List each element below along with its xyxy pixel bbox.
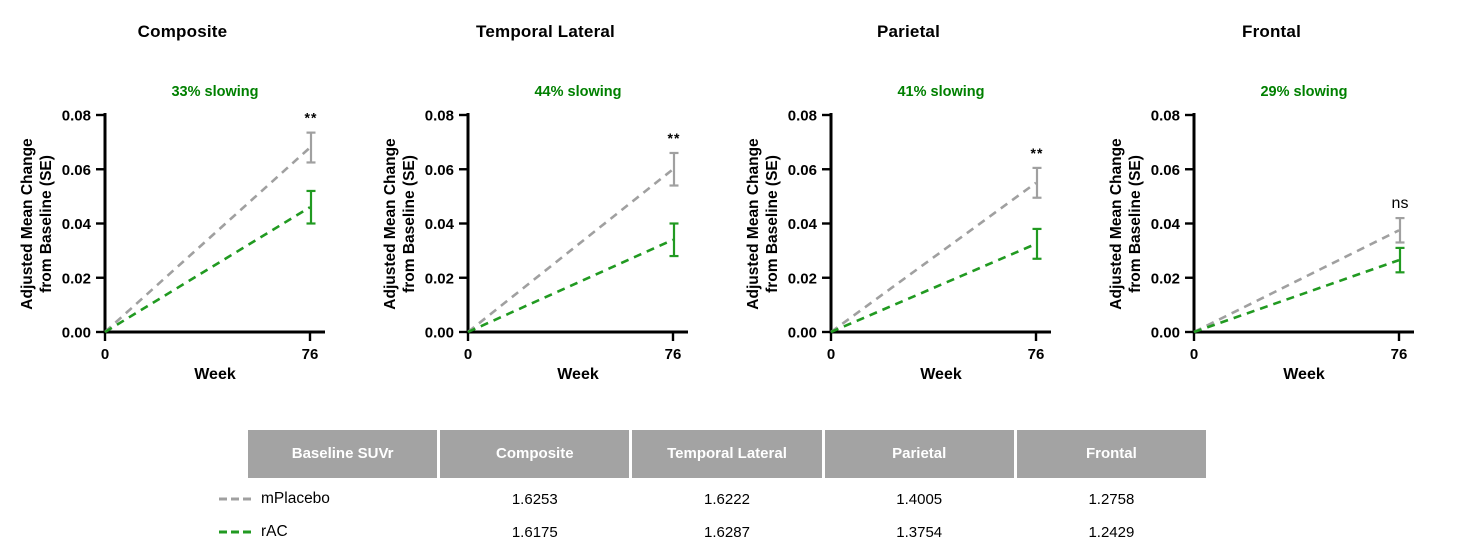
placebo-series-line bbox=[104, 146, 311, 333]
column-header-temporal-lateral: Temporal Lateral bbox=[632, 430, 822, 478]
x-axis-label: Week bbox=[1283, 366, 1325, 383]
y-tick-label: 0.02 bbox=[788, 270, 817, 287]
y-tick-label: 0.02 bbox=[425, 270, 454, 287]
significance-label: ** bbox=[1031, 145, 1044, 161]
cell-value: 1.6222 bbox=[704, 490, 750, 508]
plot-canvas: 0.00 0.02 0.04 0.06 0.08 0 76 ** bbox=[62, 108, 325, 363]
y-tick-label: 0.04 bbox=[62, 216, 92, 233]
x-tick-label: 0 bbox=[101, 346, 109, 363]
plot-canvas: 0.00 0.02 0.04 0.06 0.08 0 76 ** bbox=[425, 108, 688, 363]
y-tick-label: 0.06 bbox=[788, 162, 817, 179]
plot-canvas: 0.00 0.02 0.04 0.06 0.08 0 76 ns bbox=[1151, 108, 1414, 363]
chart-panel-temporal-lateral: Temporal Lateral 44% slowing Adjusted Me… bbox=[363, 0, 733, 430]
y-tick-label: 0.08 bbox=[62, 108, 91, 125]
x-tick-label: 76 bbox=[1028, 346, 1045, 363]
series-label-rac: rAC bbox=[261, 523, 288, 540]
slowing-annotation: 44% slowing bbox=[534, 84, 622, 100]
table-row-rac: rAC 1.6175 1.6287 1.3754 1.2429 bbox=[219, 517, 1206, 547]
column-header-composite: Composite bbox=[440, 430, 630, 478]
x-axis-label: Week bbox=[194, 366, 236, 383]
y-tick-label: 0.04 bbox=[1151, 216, 1181, 233]
column-header-frontal: Frontal bbox=[1016, 430, 1206, 478]
legend-mplacebo: mPlacebo bbox=[218, 490, 437, 508]
y-tick-label: 0.08 bbox=[1151, 108, 1180, 125]
treatment-dashed-line-icon bbox=[219, 530, 251, 534]
series-label-mplacebo: mPlacebo bbox=[261, 490, 330, 507]
y-tick-label: 0.02 bbox=[62, 270, 91, 287]
chart-title: Composite bbox=[137, 22, 228, 41]
cell-value: 1.2758 bbox=[1088, 490, 1135, 508]
treatment-series-line bbox=[467, 238, 674, 334]
y-tick-label: 0.06 bbox=[1151, 162, 1180, 179]
y-tick-label: 0.08 bbox=[425, 108, 454, 125]
chart-title: Frontal bbox=[1241, 22, 1301, 41]
column-header-parietal: Parietal bbox=[824, 430, 1014, 478]
x-axis-label: Week bbox=[557, 366, 599, 383]
table-header: Baseline SUVr Composite Temporal Lateral… bbox=[248, 430, 1206, 478]
placebo-series-line bbox=[467, 168, 674, 334]
y-tick-label: 0.04 bbox=[425, 216, 455, 233]
slowing-annotation: 41% slowing bbox=[897, 84, 985, 100]
x-tick-label: 76 bbox=[302, 346, 319, 363]
y-tick-label: 0.06 bbox=[62, 162, 91, 179]
x-tick-label: 76 bbox=[665, 346, 682, 363]
y-tick-label: 0.00 bbox=[788, 325, 817, 342]
significance-label: ** bbox=[668, 130, 681, 146]
y-tick-label: 0.04 bbox=[788, 216, 818, 233]
treatment-series-line bbox=[104, 206, 311, 334]
slowing-annotation: 33% slowing bbox=[171, 84, 259, 100]
cell-value: 1.4005 bbox=[896, 490, 943, 508]
cell-value: 1.3754 bbox=[896, 523, 943, 541]
placebo-series-line bbox=[1193, 229, 1400, 334]
treatment-series-line bbox=[830, 242, 1037, 334]
cell-value: 1.6253 bbox=[511, 490, 558, 508]
column-header-baseline-suvr: Baseline SUVr bbox=[248, 430, 438, 478]
placebo-series-line bbox=[830, 181, 1037, 334]
legend-rac: rAC bbox=[218, 523, 437, 541]
chart-title: Temporal Lateral bbox=[476, 22, 615, 41]
y-tick-label: 0.06 bbox=[425, 162, 454, 179]
cell-value: 1.6175 bbox=[511, 523, 558, 541]
chart-panel-frontal: Frontal 29% slowing Adjusted Mean Change… bbox=[1089, 0, 1459, 430]
chart-panel-parietal: Parietal 41% slowing Adjusted Mean Chang… bbox=[726, 0, 1096, 430]
y-tick-label: 0.00 bbox=[1151, 325, 1180, 342]
treatment-series-line bbox=[1193, 258, 1400, 334]
cell-value: 1.2429 bbox=[1088, 523, 1135, 541]
y-tick-label: 0.08 bbox=[788, 108, 817, 125]
x-tick-label: 0 bbox=[1190, 346, 1198, 363]
chart-panel-composite: Composite 33% slowing Adjusted Mean Chan… bbox=[0, 0, 370, 430]
placebo-dashed-line-icon bbox=[219, 497, 251, 501]
y-tick-label: 0.02 bbox=[1151, 270, 1180, 287]
table-row-mplacebo: mPlacebo 1.6253 1.6222 1.4005 1.2758 bbox=[219, 484, 1206, 514]
x-axis-label: Week bbox=[920, 366, 962, 383]
significance-label: ns bbox=[1392, 195, 1409, 212]
y-tick-label: 0.00 bbox=[425, 325, 454, 342]
x-tick-label: 76 bbox=[1391, 346, 1408, 363]
x-tick-label: 0 bbox=[464, 346, 472, 363]
chart-title: Parietal bbox=[876, 22, 941, 41]
x-tick-label: 0 bbox=[827, 346, 835, 363]
cell-value: 1.6287 bbox=[704, 523, 750, 541]
plot-canvas: 0.00 0.02 0.04 0.06 0.08 0 76 ** bbox=[788, 108, 1051, 363]
slowing-annotation: 29% slowing bbox=[1260, 84, 1348, 100]
significance-label: ** bbox=[305, 110, 318, 126]
y-tick-label: 0.00 bbox=[62, 325, 91, 342]
